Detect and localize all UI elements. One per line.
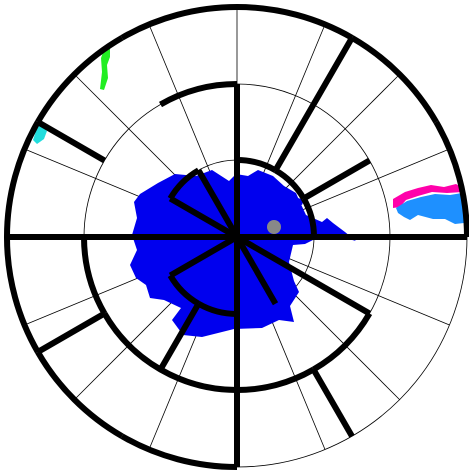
outline-segment bbox=[81, 236, 108, 315]
outline-segment bbox=[311, 311, 373, 373]
outline-segment bbox=[168, 195, 239, 240]
green-region bbox=[100, 44, 110, 90]
outline-segment bbox=[3, 120, 41, 354]
outline-segment bbox=[168, 234, 239, 279]
magenta-region bbox=[393, 184, 463, 208]
outline-segment bbox=[159, 81, 238, 108]
outline-segment bbox=[35, 350, 124, 439]
sector-outline bbox=[3, 4, 469, 470]
outline-segment bbox=[236, 366, 315, 393]
outline-segment bbox=[101, 311, 238, 393]
outline-segment bbox=[36, 310, 106, 355]
outline-segment bbox=[433, 120, 469, 238]
outline-segment bbox=[273, 167, 307, 201]
outline-segment bbox=[236, 4, 354, 41]
outline-segment bbox=[310, 368, 355, 438]
outline-segment bbox=[120, 433, 238, 470]
outline-segment bbox=[350, 35, 439, 124]
location-marker bbox=[267, 220, 281, 234]
outline-segment bbox=[36, 119, 106, 164]
outline-segment bbox=[157, 302, 202, 372]
outline-segment bbox=[235, 234, 372, 317]
light-blue-region bbox=[396, 193, 464, 224]
outline-segment bbox=[302, 157, 372, 202]
outline-segment bbox=[195, 168, 240, 239]
outline-segment bbox=[272, 36, 355, 172]
outline-segment bbox=[120, 4, 238, 41]
outline-segment bbox=[35, 35, 124, 124]
outline-segment bbox=[234, 235, 279, 306]
